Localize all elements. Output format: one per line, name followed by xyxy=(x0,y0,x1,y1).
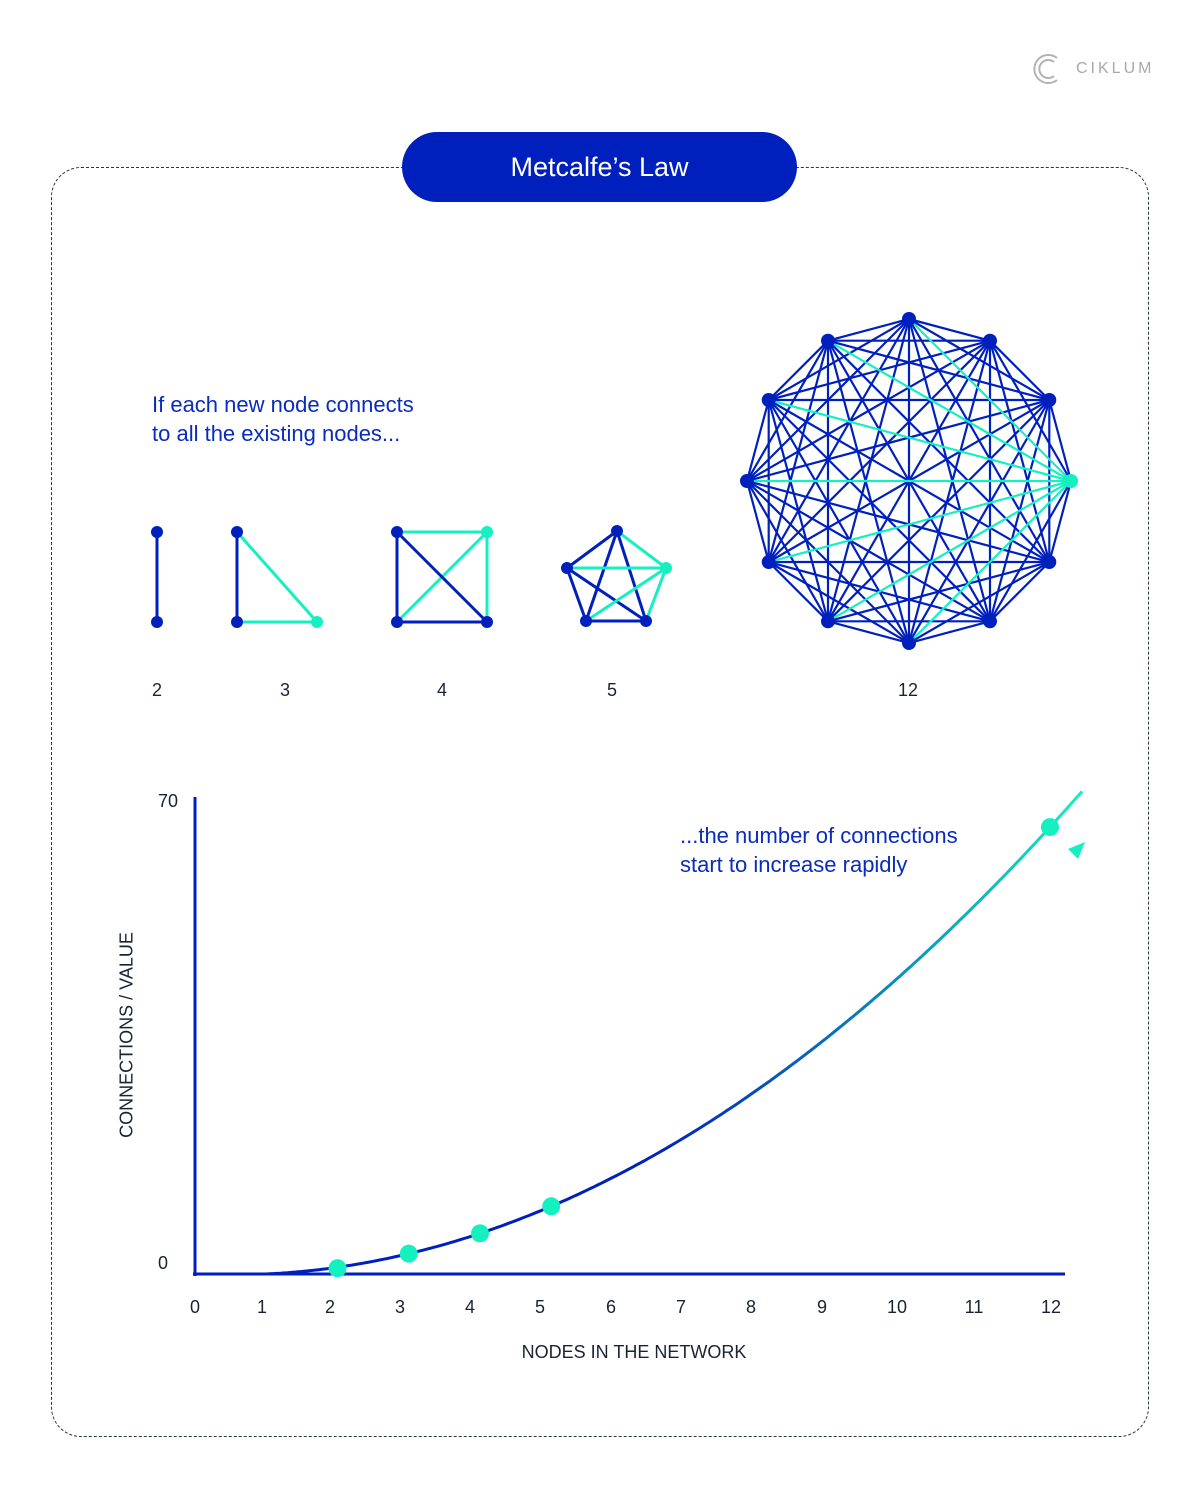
node-dot xyxy=(902,312,916,326)
x-tick-9: 9 xyxy=(816,1297,828,1317)
node-dot xyxy=(611,525,623,537)
node-dot xyxy=(391,616,403,628)
x-tick-11: 11 xyxy=(964,1297,984,1317)
x-axis-label: NODES IN THE NETWORK xyxy=(521,1342,747,1362)
node-dot xyxy=(391,526,403,538)
data-point xyxy=(399,1244,418,1263)
node-dot xyxy=(231,526,243,538)
x-tick-0: 0 xyxy=(189,1297,201,1317)
annotation-text: ...the number of connections start to in… xyxy=(680,821,958,879)
arrow-head-icon xyxy=(1068,842,1085,859)
node-dot xyxy=(761,393,776,407)
node-dot xyxy=(1064,474,1078,488)
x-tick-5: 5 xyxy=(534,1297,546,1317)
ciklum-logo-icon xyxy=(1033,54,1058,84)
connections-curve xyxy=(266,790,1084,1276)
node-dot xyxy=(580,615,592,627)
node-dot xyxy=(640,615,652,627)
node-dot xyxy=(761,555,776,569)
graph-label-5: 5 xyxy=(606,680,618,700)
x-tick-2: 2 xyxy=(324,1297,336,1317)
graph-label-3: 3 xyxy=(279,680,291,700)
node-dot xyxy=(481,616,493,628)
x-tick-8: 8 xyxy=(745,1297,757,1317)
node-dot xyxy=(1042,393,1057,407)
ciklum-logo: CIKLUM xyxy=(1030,52,1154,86)
intro-line-2: to all the existing nodes... xyxy=(152,421,401,446)
data-point xyxy=(328,1259,347,1278)
title-badge: Metcalfe’s Law xyxy=(402,132,797,202)
data-point xyxy=(1041,818,1059,837)
node-dot xyxy=(660,562,672,574)
x-tick-1: 1 xyxy=(256,1297,268,1317)
data-point xyxy=(542,1197,561,1216)
graph-label-12: 12 xyxy=(897,680,919,700)
x-tick-12: 12 xyxy=(1040,1297,1062,1317)
data-point xyxy=(471,1224,489,1243)
node-dot xyxy=(311,616,323,628)
x-tick-3: 3 xyxy=(394,1297,406,1317)
intro-text: If each new node connects to all the exi… xyxy=(152,390,414,448)
page-title: Metcalfe’s Law xyxy=(510,151,689,182)
y-axis-label: CONNECTIONS / VALUE xyxy=(116,932,137,1138)
x-tick-6: 6 xyxy=(605,1297,617,1317)
node-dot xyxy=(902,636,916,650)
node-dot xyxy=(740,474,754,488)
graph-label-4: 4 xyxy=(436,680,448,700)
x-tick-4: 4 xyxy=(464,1297,476,1317)
x-tick-7: 7 xyxy=(675,1297,687,1317)
node-dot xyxy=(481,526,493,538)
node-dot xyxy=(1042,555,1057,569)
node-dot xyxy=(983,614,997,629)
node-dot xyxy=(821,614,835,629)
y-tick-70: 70 xyxy=(158,791,179,811)
node-dot xyxy=(231,616,243,628)
intro-line-1: If each new node connects xyxy=(152,392,414,417)
annotation-line-1: ...the number of connections xyxy=(680,823,958,848)
node-dot xyxy=(151,526,163,538)
node-dot xyxy=(983,333,997,348)
annotation-line-2: start to increase rapidly xyxy=(680,852,908,877)
node-dot xyxy=(821,333,835,348)
y-tick-0: 0 xyxy=(158,1253,169,1273)
node-dot xyxy=(151,616,163,628)
logo-text: CIKLUM xyxy=(1076,60,1155,77)
graph-label-2: 2 xyxy=(151,680,163,700)
node-dot xyxy=(561,562,573,574)
x-tick-10: 10 xyxy=(886,1297,908,1317)
